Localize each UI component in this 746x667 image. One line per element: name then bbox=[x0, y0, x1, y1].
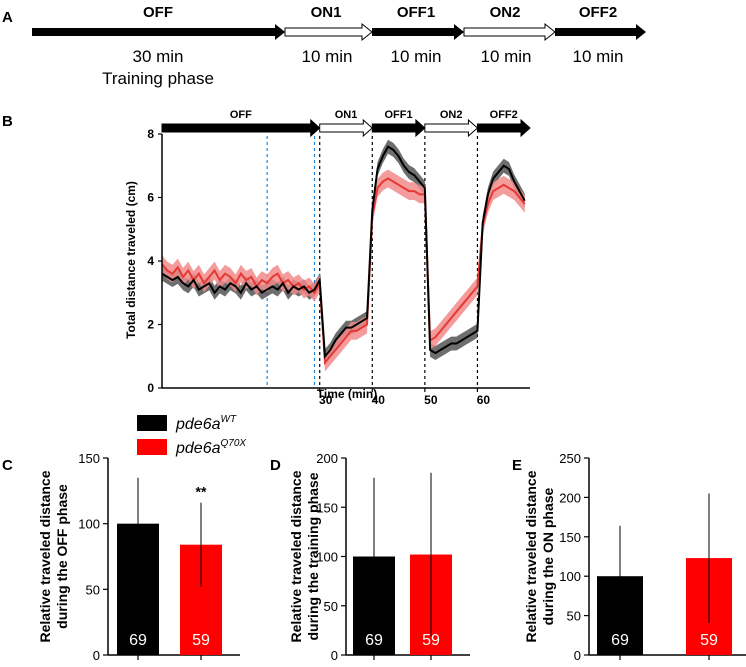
panel-e-bar-chart: 0 50 100 150 200 250 69 59 Relative traveled dis… bbox=[523, 451, 746, 663]
phase-label-off2: OFF2 bbox=[490, 109, 518, 121]
phase-arrow-on2 bbox=[424, 118, 479, 138]
y-tick-label: 50 bbox=[567, 609, 581, 624]
timeline-phase-on1: ON1 bbox=[311, 4, 342, 21]
legend-label-mut-sup: Q70X bbox=[221, 438, 247, 449]
y-axis-label-line1: Relative traveled distance bbox=[288, 470, 304, 642]
panel-c-label: C bbox=[2, 457, 13, 474]
legend-swatch-mut bbox=[137, 439, 167, 455]
timeline-duration-off: 30 min bbox=[132, 47, 183, 66]
x-tick-label: 60 bbox=[477, 393, 491, 407]
y-tick-label: 0 bbox=[331, 648, 338, 663]
panel-b-label: B bbox=[2, 113, 13, 130]
timeline-phase-on2: ON2 bbox=[490, 4, 521, 21]
y-tick-label: 100 bbox=[78, 517, 100, 532]
timeline-arrow-off2 bbox=[555, 24, 646, 40]
phase-label-on2: ON2 bbox=[440, 109, 463, 121]
timeline-arrow-on2 bbox=[463, 22, 556, 42]
y-tick-label: 200 bbox=[316, 451, 338, 466]
phase-label-on1: ON1 bbox=[335, 109, 358, 121]
timeline-arrow-on1 bbox=[284, 22, 373, 42]
legend-label-wt: pde6aWT bbox=[175, 414, 237, 433]
phase-arrow-off1 bbox=[371, 118, 426, 138]
y-axis-label-line1: Relative traveled distance bbox=[37, 470, 53, 642]
panel-a-timeline: OFF ON1 OFF1 ON2 OFF2 30 min Training ph… bbox=[32, 4, 646, 88]
y-tick-label: 2 bbox=[147, 318, 154, 332]
y-tick-label: 4 bbox=[147, 254, 154, 268]
phase-arrow-on1 bbox=[319, 118, 374, 138]
timeline-arrow-off1 bbox=[372, 24, 464, 40]
phase-label-off: OFF bbox=[230, 109, 252, 121]
legend: pde6aWT pde6aQ70X bbox=[137, 414, 246, 457]
panel-b-line-chart: OFF ON1 OFF1 ON2 OFF2 0 2 4 6 8 30 40 50 60 bbox=[147, 109, 531, 407]
legend-label-mut: pde6aQ70X bbox=[175, 438, 246, 457]
panel-b-xlabel: Time (min) bbox=[317, 387, 377, 401]
timeline-phase-off2: OFF2 bbox=[579, 4, 617, 21]
y-tick-label: 8 bbox=[147, 127, 154, 141]
timeline-duration-off2: 10 min bbox=[572, 47, 623, 66]
y-tick-label: 250 bbox=[559, 451, 581, 466]
y-tick-label: 0 bbox=[574, 648, 581, 663]
panel-d-bar-chart: 0 50 100 150 200 69 59 Relative traveled distan… bbox=[288, 451, 470, 663]
y-axis-label-line2: during the training phase bbox=[305, 472, 321, 640]
panel-b-ylabel: Total distance traveled (cm) bbox=[124, 181, 138, 339]
y-tick-label: 50 bbox=[324, 599, 338, 614]
y-axis-label-line2: during the ON phase bbox=[540, 487, 556, 625]
y-tick-label: 100 bbox=[316, 550, 338, 565]
x-tick-label: 30 bbox=[319, 393, 333, 407]
phase-label-off1: OFF1 bbox=[385, 109, 413, 121]
panel-e-label: E bbox=[512, 457, 522, 474]
panel-d-label: D bbox=[270, 457, 281, 474]
timeline-phase-off1: OFF1 bbox=[397, 4, 435, 21]
timeline-duration-off1: 10 min bbox=[390, 47, 441, 66]
y-tick-label: 0 bbox=[93, 648, 100, 663]
timeline-training-note: Training phase bbox=[102, 69, 214, 88]
series-line-0 bbox=[161, 145, 526, 359]
y-tick-label: 100 bbox=[559, 569, 581, 584]
bar-n-label: 69 bbox=[611, 632, 629, 649]
y-axis-label-line1: Relative traveled distance bbox=[523, 470, 539, 642]
bar-n-label: 69 bbox=[129, 632, 147, 649]
panel-c-bar-chart: 0 50 100 150 69 59 ** Relative traveled distanc… bbox=[37, 451, 240, 663]
y-tick-label: 150 bbox=[316, 500, 338, 515]
phase-arrow-off2 bbox=[476, 118, 531, 138]
timeline-duration-on1: 10 min bbox=[301, 47, 352, 66]
timeline-phase-off: OFF bbox=[143, 4, 173, 21]
timeline-arrow-off bbox=[32, 24, 285, 40]
y-tick-label: 6 bbox=[147, 191, 154, 205]
legend-label-wt-sup: WT bbox=[221, 414, 237, 425]
phase-arrow-off bbox=[161, 118, 321, 138]
y-tick-label: 150 bbox=[78, 451, 100, 466]
y-tick-label: 0 bbox=[147, 381, 154, 395]
legend-label-wt-base: pde6a bbox=[175, 416, 221, 433]
bar-n-label: 59 bbox=[192, 632, 210, 649]
legend-swatch-wt bbox=[137, 415, 167, 431]
y-tick-label: 50 bbox=[86, 582, 100, 597]
y-axis-label-line2: during the OFF phase bbox=[54, 484, 70, 629]
x-tick-label: 50 bbox=[424, 393, 438, 407]
significance-marker: ** bbox=[196, 484, 207, 500]
series-line-1 bbox=[161, 177, 526, 366]
y-tick-label: 150 bbox=[559, 530, 581, 545]
bar-n-label: 59 bbox=[700, 632, 718, 649]
legend-label-mut-base: pde6a bbox=[175, 440, 221, 457]
panel-a-label: A bbox=[2, 9, 13, 26]
bar-n-label: 59 bbox=[422, 632, 440, 649]
bar-n-label: 69 bbox=[365, 632, 383, 649]
timeline-duration-on2: 10 min bbox=[480, 47, 531, 66]
y-tick-label: 200 bbox=[559, 490, 581, 505]
x-tick-label: 40 bbox=[372, 393, 386, 407]
